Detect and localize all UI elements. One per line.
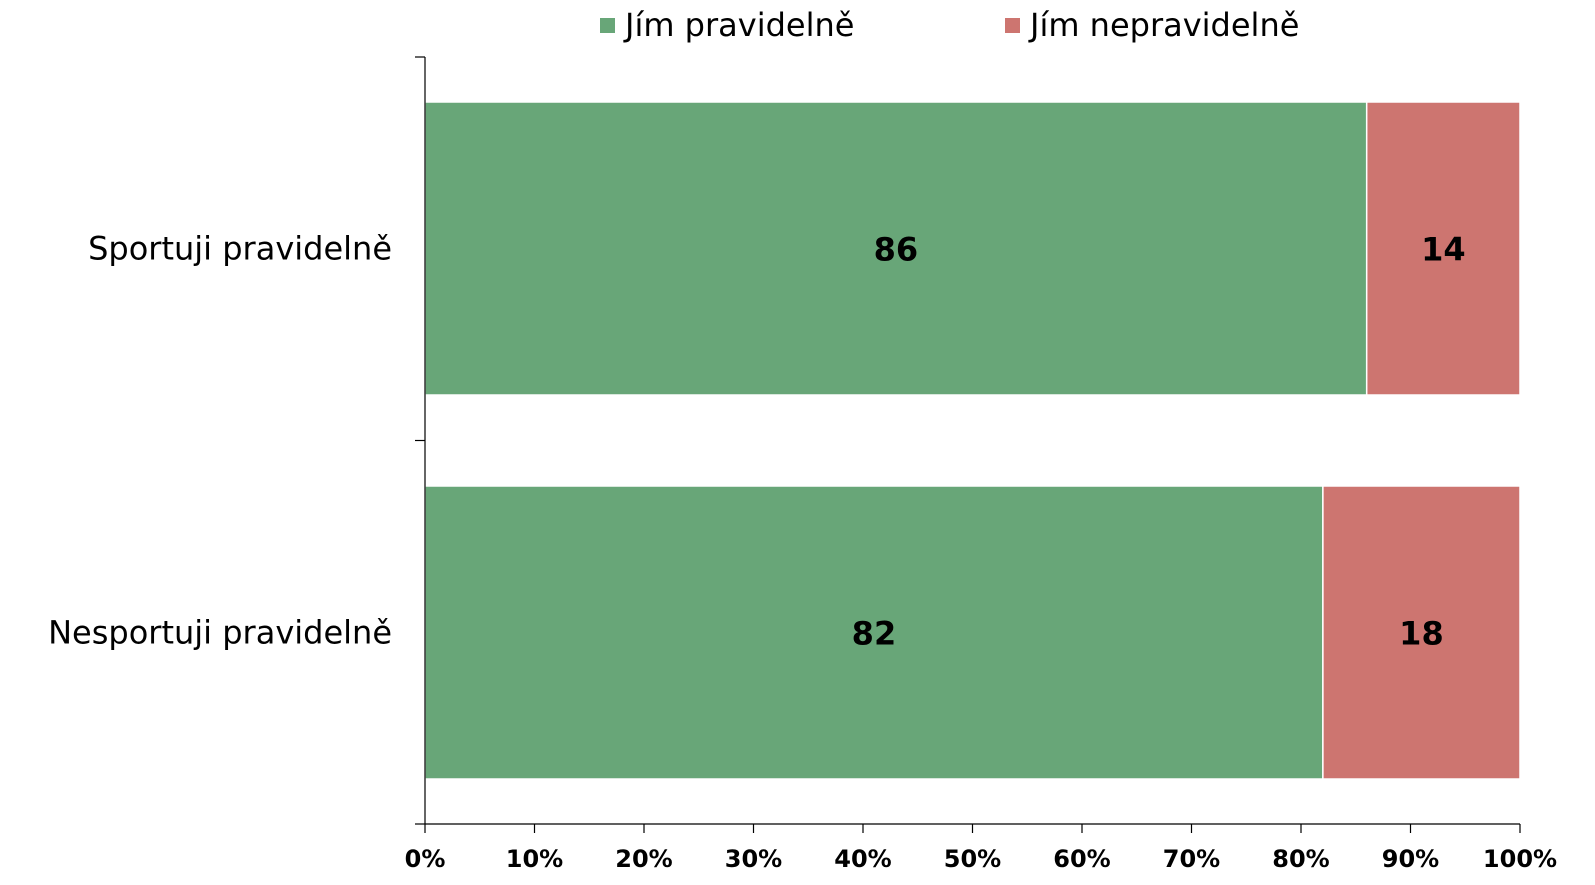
legend-label: Jím pravidelně — [625, 6, 855, 44]
data-label: 18 — [1399, 615, 1444, 653]
x-tick-label: 40% — [834, 845, 891, 873]
legend: Jím pravidelně Jím nepravidelně — [0, 4, 1595, 46]
x-tick-label: 20% — [615, 845, 672, 873]
x-tick-label: 70% — [1163, 845, 1220, 873]
category-label: Nesportuji pravidelně — [48, 614, 392, 652]
bar-segment — [1365, 101, 1521, 396]
legend-item-jim-pravidelne: Jím pravidelně — [600, 4, 854, 46]
x-tick-label: 90% — [1382, 845, 1439, 873]
x-tick-label: 10% — [506, 845, 563, 873]
legend-swatch — [600, 17, 615, 33]
data-label: 82 — [852, 615, 897, 653]
data-label: 86 — [874, 231, 919, 269]
x-tick-label: 100% — [1483, 845, 1557, 873]
legend-item-jim-nepravidelne: Jím nepravidelně — [1005, 4, 1299, 46]
x-tick-label: 30% — [725, 845, 782, 873]
legend-label: Jím nepravidelně — [1030, 6, 1300, 44]
x-tick-label: 80% — [1272, 845, 1329, 873]
x-tick-label: 50% — [944, 845, 1001, 873]
legend-swatch — [1005, 17, 1020, 33]
x-tick-label: 0% — [405, 845, 446, 873]
bar-segment — [424, 485, 1324, 780]
bar-segment — [1322, 485, 1521, 780]
data-label: 14 — [1421, 231, 1466, 269]
category-label: Sportuji pravidelně — [88, 230, 392, 268]
x-tick-label: 60% — [1053, 845, 1110, 873]
